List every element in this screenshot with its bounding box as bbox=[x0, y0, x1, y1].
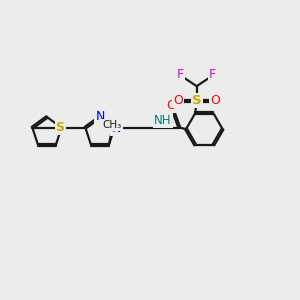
Text: N: N bbox=[111, 122, 121, 135]
Text: N: N bbox=[95, 110, 105, 123]
Text: O: O bbox=[167, 99, 176, 112]
Text: O: O bbox=[210, 94, 220, 107]
Text: S: S bbox=[192, 94, 202, 107]
Text: F: F bbox=[209, 68, 216, 81]
Text: CH₃: CH₃ bbox=[103, 120, 122, 130]
Text: S: S bbox=[56, 121, 64, 134]
Text: O: O bbox=[173, 94, 183, 107]
Text: NH: NH bbox=[154, 114, 172, 127]
Text: F: F bbox=[177, 68, 184, 81]
